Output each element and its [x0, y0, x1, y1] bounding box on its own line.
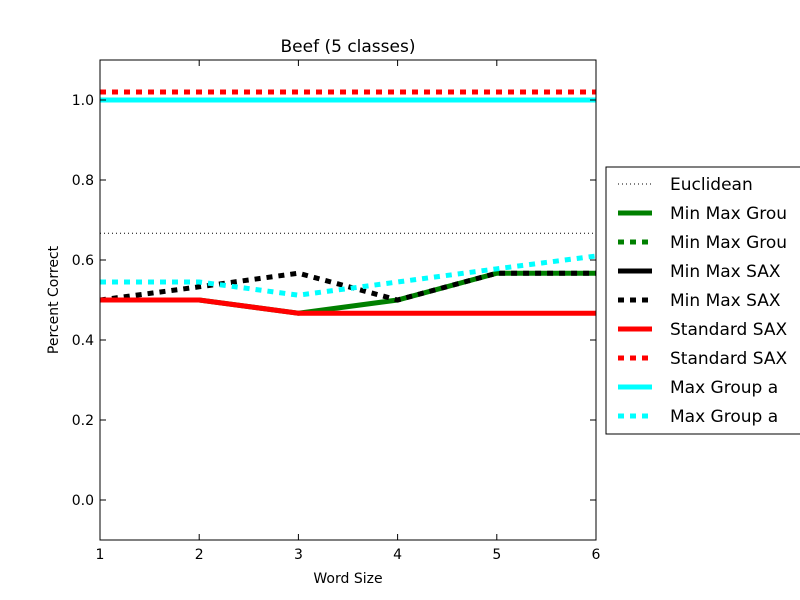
data-point-0-1	[199, 233, 200, 234]
data-point-7-2	[298, 100, 299, 101]
series-line-5	[100, 297, 596, 316]
x-tick-label: 2	[195, 547, 204, 563]
y-tick-label: 0.2	[72, 413, 94, 429]
legend-label-7: Max Group a	[670, 378, 778, 398]
chart-title: Beef (5 classes)	[281, 37, 416, 57]
y-tick-label: 0.0	[72, 493, 94, 509]
data-point-5-3	[397, 313, 398, 314]
data-point-7-3	[397, 100, 398, 101]
data-point-7-1	[199, 100, 200, 101]
x-tick-label: 5	[492, 547, 501, 563]
x-tick-label: 3	[294, 547, 303, 563]
plot-frame	[99, 59, 597, 541]
data-point-8-1	[199, 282, 200, 283]
x-tick-label: 1	[96, 547, 105, 563]
legend: Euclidean Min Max Grou Min Max Grou Min Max…	[605, 166, 800, 435]
legend-label-4: Min Max SAX	[670, 291, 781, 311]
data-point-4-4	[496, 273, 497, 274]
data-point-4-3	[397, 300, 398, 301]
y-tick-label: 0.4	[72, 333, 94, 349]
legend-label-3: Min Max SAX	[670, 262, 781, 282]
x-tick-label: 6	[592, 547, 601, 563]
data-point-0-2	[298, 233, 299, 234]
y-tick-label: 1.0	[72, 93, 94, 109]
legend-items: Euclidean Min Max Grou Min Max Grou Min Max…	[618, 175, 787, 427]
legend-label-1: Min Max Grou	[670, 204, 787, 224]
data-point-4-2	[298, 273, 299, 274]
series-line-4	[100, 270, 596, 303]
data-point-6-3	[397, 92, 398, 93]
y-axis-label: Percent Correct	[46, 245, 62, 354]
data-point-0-3	[397, 233, 398, 234]
data-point-6-1	[199, 92, 200, 93]
legend-label-8: Max Group a	[670, 407, 778, 427]
x-axis-label: Word Size	[313, 571, 382, 587]
data-point-8-2	[298, 295, 299, 296]
data-point-5-1	[199, 300, 200, 301]
data-point-0-4	[496, 233, 497, 234]
data-point-5-2	[298, 313, 299, 314]
y-tick-label: 0.8	[72, 173, 94, 189]
series-layer	[100, 89, 596, 316]
data-point-8-3	[397, 282, 398, 283]
series-line-1	[100, 270, 596, 316]
y-axis-ticks: 0.0 0.2 0.4 0.6 0.8 1.0	[72, 93, 596, 509]
legend-label-6: Standard SAX	[670, 349, 787, 369]
y-tick-label: 0.6	[72, 253, 94, 269]
data-point-6-4	[496, 92, 497, 93]
data-point-5-4	[496, 313, 497, 314]
legend-label-5: Standard SAX	[670, 320, 787, 340]
data-point-7-4	[496, 100, 497, 101]
x-axis-ticks: 1 2 3 4 5 6	[96, 60, 601, 563]
data-point-8-4	[496, 268, 497, 269]
data-point-4-1	[199, 286, 200, 287]
legend-label-2: Min Max Grou	[670, 233, 787, 253]
legend-label-0: Euclidean	[670, 175, 753, 195]
data-point-6-2	[298, 92, 299, 93]
x-tick-label: 4	[393, 547, 402, 563]
